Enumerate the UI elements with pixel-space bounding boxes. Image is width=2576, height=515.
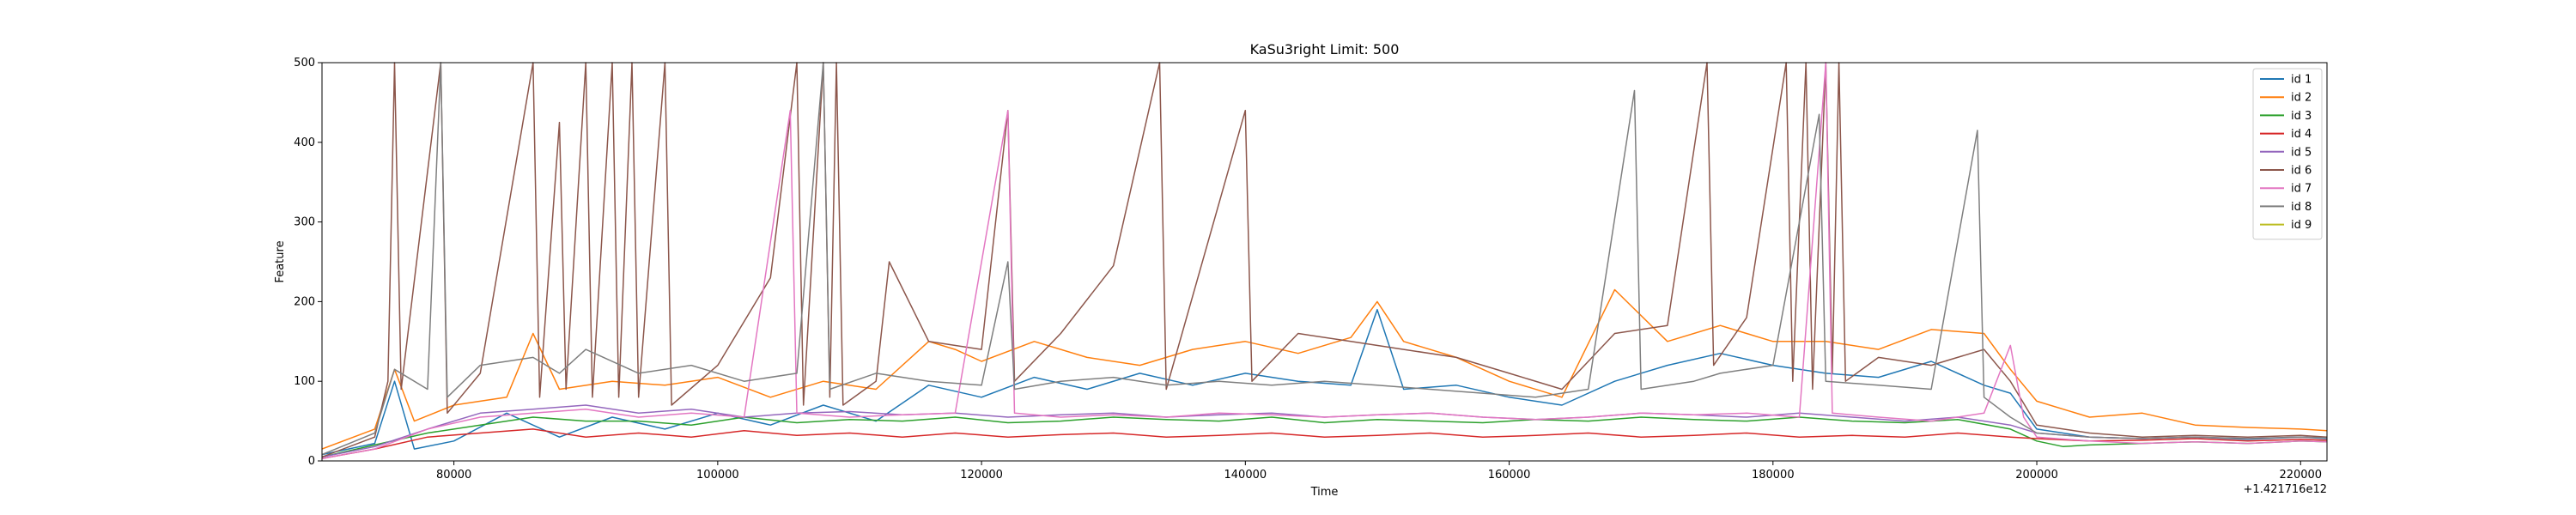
series-line-id-7	[321, 62, 2328, 459]
series-line-id-1	[321, 308, 2328, 456]
y-tick-label: 100	[294, 375, 315, 388]
legend-label: id 1	[2291, 74, 2312, 87]
series-line-id-3	[321, 416, 2328, 458]
legend-label: id 9	[2291, 219, 2312, 232]
legend-label: id 2	[2291, 92, 2312, 105]
y-tick-label: 400	[294, 136, 315, 149]
x-tick-label: 180000	[1752, 469, 1795, 482]
legend-label: id 4	[2291, 128, 2312, 141]
x-tick-label: 200000	[2015, 469, 2058, 482]
legend-label: id 7	[2291, 183, 2312, 196]
x-axis-label: Time	[1310, 486, 1339, 499]
y-tick-label: 300	[294, 216, 315, 229]
y-axis-label: Feature	[274, 240, 287, 282]
x-tick-label: 100000	[696, 469, 739, 482]
series-line-id-6	[321, 62, 2328, 458]
series-line-id-2	[321, 288, 2328, 450]
x-tick-label: 160000	[1488, 469, 1531, 482]
ticks-layer: 80000 100000 120000 140000 160000 180000 20000…	[294, 57, 2322, 482]
y-tick-label: 500	[294, 57, 315, 70]
x-tick-label: 120000	[960, 469, 1003, 482]
x-tick-label: 220000	[2279, 469, 2322, 482]
legend-label: id 3	[2291, 110, 2312, 123]
y-tick-label: 200	[294, 295, 315, 308]
legend-label: id 5	[2291, 146, 2312, 159]
legend-items: id 1 id 2 id 3 id 4 id 5 id 6 id 7 id 8 id 9	[2260, 74, 2312, 232]
y-tick-label: 0	[308, 455, 315, 468]
series-layer	[321, 62, 2328, 459]
x-axis-offset-label: +1.421716e12	[2244, 483, 2327, 496]
x-tick-label: 80000	[436, 469, 471, 482]
plot-area	[322, 63, 2327, 461]
chart-title: KaSu3right Limit: 500	[1250, 41, 1400, 58]
x-tick-label: 140000	[1224, 469, 1267, 482]
legend-label: id 6	[2291, 165, 2312, 178]
legend: id 1 id 2 id 3 id 4 id 5 id 6 id 7 id 8 id 9	[2252, 68, 2323, 240]
plot-frame	[321, 62, 2328, 462]
legend-box	[2252, 68, 2323, 240]
series-line-id-4	[321, 428, 2328, 459]
legend-label: id 8	[2291, 201, 2312, 214]
series-line-id-8	[321, 62, 2328, 456]
